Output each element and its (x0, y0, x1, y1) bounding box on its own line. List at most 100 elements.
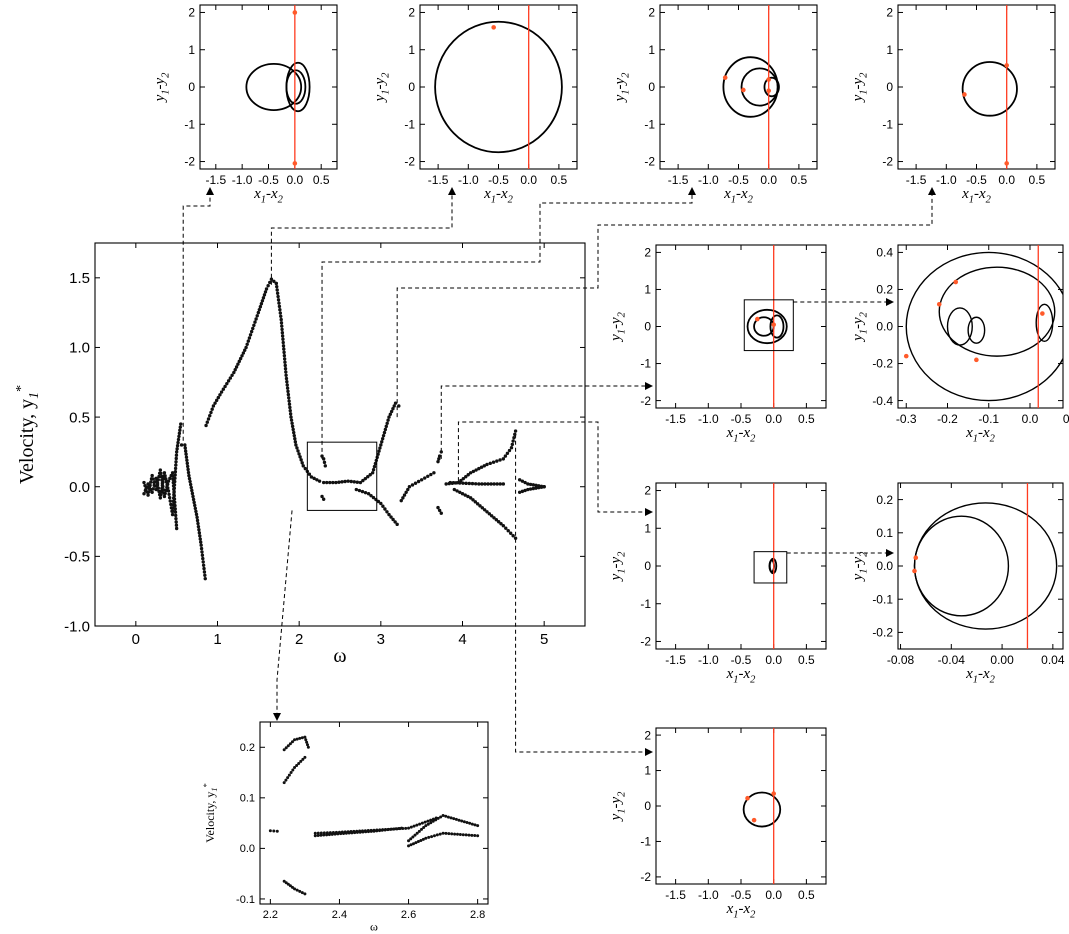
data-point (204, 423, 208, 428)
y-tick-label: 1 (648, 43, 655, 57)
data-point (305, 740, 309, 744)
data-point (477, 482, 481, 486)
data-point (520, 489, 525, 494)
data-point (404, 826, 408, 830)
x-axis-label: x1-x2 (961, 186, 992, 206)
data-point (429, 472, 433, 477)
data-point (501, 482, 506, 486)
data-point (383, 507, 387, 511)
data-point (520, 479, 525, 483)
data-point (283, 363, 287, 368)
data-point (263, 290, 268, 294)
plot-frame (655, 727, 827, 885)
data-point (185, 458, 189, 462)
data-point (195, 518, 200, 523)
data-point (148, 483, 152, 488)
data-point (291, 768, 295, 772)
data-point (275, 284, 279, 289)
data-point (458, 490, 462, 494)
data-point (223, 384, 227, 389)
data-point (172, 497, 177, 501)
x-tick-label: 0.0 (765, 653, 782, 667)
x-axis-label-sub2: 2 (750, 910, 756, 921)
poincare-point (953, 279, 959, 285)
y-tick-label: -0.4 (872, 394, 893, 408)
data-point (306, 745, 310, 749)
poincare-point (936, 301, 942, 307)
x-tick-label: -1.5 (665, 888, 686, 902)
data-point (173, 500, 177, 504)
data-point (171, 477, 175, 482)
data-point (401, 496, 405, 500)
y-axis-label: y1-y2 (850, 72, 870, 104)
data-point (159, 474, 164, 479)
data-point (194, 509, 198, 514)
data-point (286, 776, 290, 780)
data-point (286, 389, 290, 394)
data-point (245, 342, 249, 346)
orbit-loop (746, 308, 788, 345)
orbit-loop (1035, 303, 1054, 343)
data-point (437, 508, 442, 513)
data-point (193, 503, 197, 508)
data-point (175, 444, 180, 448)
connector-arrows (182, 187, 936, 756)
data-point (279, 314, 283, 319)
x-axis-label-sub1: 1 (733, 910, 738, 921)
y-tick-label: -0.1 (872, 592, 893, 606)
data-point (320, 494, 324, 499)
data-point (167, 495, 172, 500)
data-point (288, 412, 293, 416)
plot-area (722, 5, 780, 169)
data-point (504, 526, 508, 530)
x-tick-label: 0 (132, 631, 140, 648)
data-point (436, 459, 440, 464)
data-point (409, 825, 413, 829)
data-point (501, 457, 506, 461)
x-tick-label: 0.5 (1029, 173, 1046, 187)
data-point (416, 840, 420, 844)
x-axis-label: x1-x2 (483, 186, 514, 206)
data-point (526, 487, 530, 492)
data-point (288, 742, 292, 746)
data-point (392, 404, 396, 408)
x-axis-label-sub1: 1 (973, 675, 978, 686)
data-point (284, 376, 289, 381)
data-point (320, 454, 324, 458)
data-point (202, 566, 206, 571)
data-point (464, 833, 468, 837)
data-point (196, 524, 201, 529)
x-axis-label-var2: -x (974, 186, 986, 202)
data-point (171, 480, 176, 485)
data-point (247, 336, 252, 340)
data-point (294, 443, 298, 447)
data-point (455, 832, 459, 836)
panel-inset: 2.2 2.4 2.6 2.8 -0.1 0.0 0.1 0.2 ω Velocity, y1* (202, 721, 489, 933)
y-tick-label: 0 (644, 559, 651, 573)
x-tick-label: -0.5 (488, 173, 509, 187)
data-point (191, 497, 196, 502)
plot-area (268, 735, 480, 896)
data-point (420, 827, 423, 831)
y-tick-label: -2 (404, 155, 415, 169)
data-point (470, 833, 474, 837)
plot-frame (419, 4, 578, 170)
data-point (415, 823, 419, 827)
data-point (366, 830, 370, 834)
data-point (187, 476, 192, 481)
data-point (462, 820, 466, 824)
data-point (506, 529, 510, 533)
data-point (282, 353, 287, 358)
data-point (378, 829, 382, 833)
x-axis-label: x1-x2 (726, 901, 757, 921)
data-point (436, 816, 440, 820)
data-point (214, 398, 219, 403)
y-axis-label-var2: -y (850, 556, 866, 568)
data-point (264, 287, 269, 291)
data-point (473, 500, 478, 504)
data-point (446, 815, 450, 819)
x-axis-label-sub2: 2 (986, 195, 992, 206)
x-axis-label-var2: -x (739, 666, 751, 682)
data-point (513, 536, 518, 540)
